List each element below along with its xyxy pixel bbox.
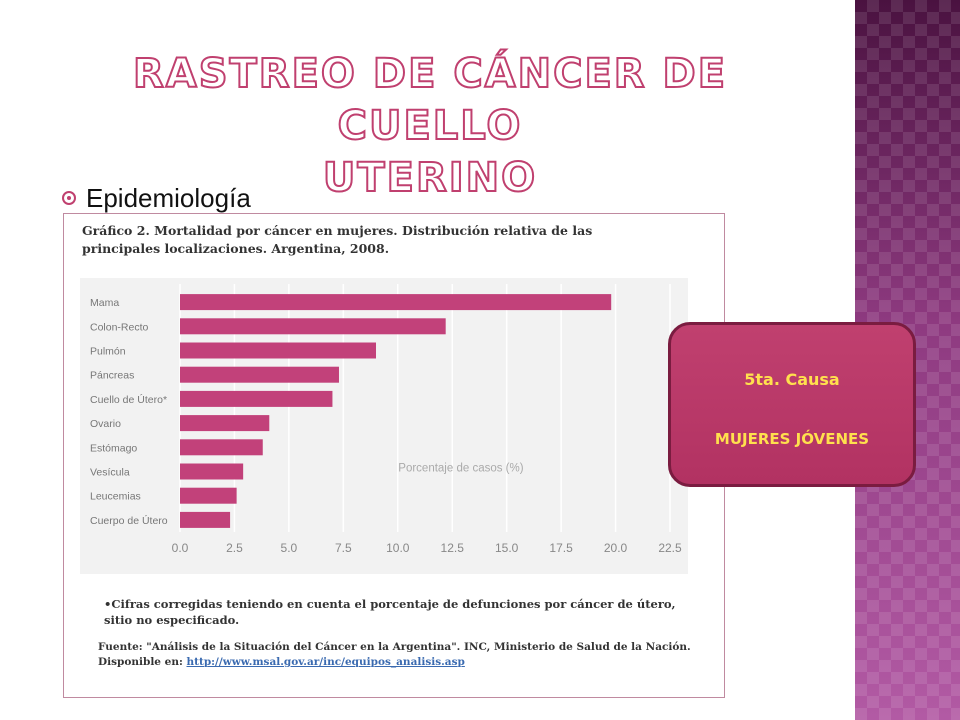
source-line1: Fuente: "Análisis de la Situación del Cá… bbox=[98, 641, 691, 653]
bar bbox=[180, 487, 237, 504]
bar bbox=[180, 366, 339, 383]
x-tick-label: 5.0 bbox=[281, 541, 298, 555]
category-label: Colon-Recto bbox=[90, 321, 149, 333]
figure-source: Fuente: "Análisis de la Situación del Cá… bbox=[98, 640, 708, 670]
bullet-circle-icon bbox=[62, 191, 76, 205]
bar bbox=[180, 318, 446, 335]
category-label: Mama bbox=[90, 297, 119, 309]
source-line2: Disponible en: http://www.msal.gov.ar/in… bbox=[98, 655, 708, 670]
x-tick-label: 0.0 bbox=[172, 541, 189, 555]
figure-caption-line1: Gráfico 2. Mortalidad por cáncer en muje… bbox=[82, 223, 593, 238]
bar bbox=[180, 439, 263, 456]
footnote-line1: •Cifras corregidas teniendo en cuenta el… bbox=[104, 597, 676, 611]
bullet-text: Epidemiología bbox=[86, 182, 251, 213]
source-link[interactable]: http://www.msal.gov.ar/inc/equipos_anali… bbox=[186, 656, 465, 668]
source-prefix: Disponible en: bbox=[98, 656, 187, 668]
category-label: Ovario bbox=[90, 418, 121, 430]
x-tick-label: 17.5 bbox=[549, 541, 573, 555]
category-label: Cuello de Útero* bbox=[90, 393, 167, 406]
x-tick-label: 7.5 bbox=[335, 541, 352, 555]
category-label: Cuerpo de Útero bbox=[90, 514, 168, 527]
category-label: Páncreas bbox=[90, 370, 134, 382]
bar bbox=[180, 390, 333, 407]
callout-box: 5ta. Causa MUJERES JÓVENES bbox=[668, 322, 916, 487]
category-label: Pulmón bbox=[90, 346, 126, 358]
slide-title-line1: Rastreo de cáncer de cuello bbox=[132, 50, 728, 150]
chart-figure: Gráfico 2. Mortalidad por cáncer en muje… bbox=[63, 213, 725, 698]
x-tick-label: 12.5 bbox=[441, 541, 465, 555]
bullet-item: Epidemiología bbox=[62, 178, 251, 218]
bar bbox=[180, 415, 270, 432]
x-tick-label: 22.5 bbox=[658, 541, 682, 555]
x-tick-label: 2.5 bbox=[226, 541, 243, 555]
figure-caption: Gráfico 2. Mortalidad por cáncer en muje… bbox=[82, 222, 702, 258]
slide-title-line2: uterino bbox=[322, 154, 538, 202]
bar bbox=[180, 511, 231, 528]
slide-title: Rastreo de cáncer de cuello uterino bbox=[60, 48, 800, 204]
bar bbox=[180, 294, 612, 311]
figure-footnote: •Cifras corregidas teniendo en cuenta el… bbox=[104, 596, 704, 628]
x-axis-label: Porcentaje de casos (%) bbox=[398, 462, 523, 474]
category-label: Vesícula bbox=[90, 467, 130, 479]
chart-area: Mama Colon-Recto Pulmón Páncreas Cuello de Ú… bbox=[80, 278, 688, 574]
callout-group-text: MUJERES JÓVENES bbox=[714, 430, 870, 448]
x-tick-label: 10.0 bbox=[386, 541, 410, 555]
x-tick-label: 15.0 bbox=[495, 541, 519, 555]
callout-rank-text: 5ta. Causa bbox=[744, 370, 840, 389]
bar bbox=[180, 463, 244, 480]
bar bbox=[180, 342, 376, 359]
category-label: Leucemias bbox=[90, 491, 141, 503]
x-tick-label: 20.0 bbox=[604, 541, 628, 555]
footnote-line2: sitio no especificado. bbox=[104, 613, 240, 627]
figure-caption-line2: principales localizaciones. Argentina, 2… bbox=[82, 241, 390, 256]
bar-chart: Mama Colon-Recto Pulmón Páncreas Cuello de Ú… bbox=[90, 284, 682, 555]
category-label: Estómago bbox=[90, 442, 137, 454]
